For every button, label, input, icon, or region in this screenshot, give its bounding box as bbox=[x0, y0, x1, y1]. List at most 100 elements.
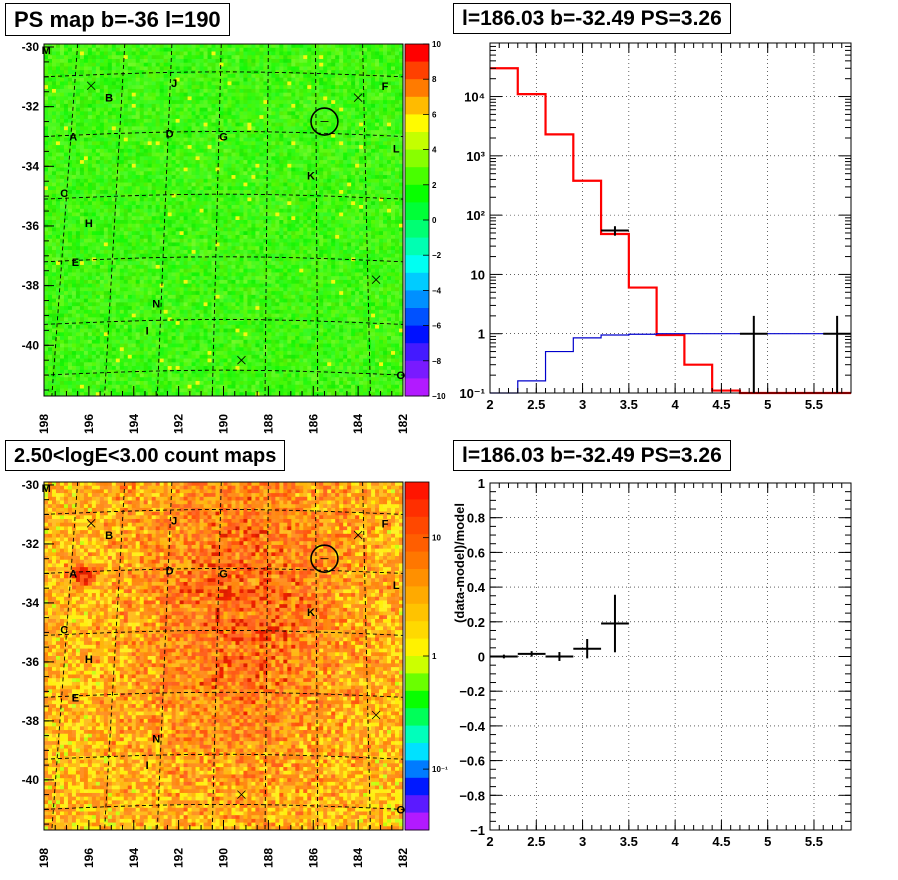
cnt-source-label: K bbox=[307, 607, 315, 619]
spectrum-x-tick-label: 2 bbox=[486, 397, 493, 412]
residual-point bbox=[518, 651, 546, 656]
cnt-source-label: D bbox=[166, 565, 174, 577]
ps-y-tick-label: -38 bbox=[22, 279, 40, 293]
ps-map-pixels bbox=[44, 44, 403, 396]
ps-source-label: K bbox=[307, 170, 315, 182]
cnt-y-tick-label: -32 bbox=[22, 537, 40, 551]
spectrum-y-tick-label: 10⁴ bbox=[464, 90, 485, 105]
cnt-x-tick-label: 194 bbox=[127, 848, 141, 868]
residual-x-tick-label: 5.5 bbox=[805, 834, 823, 849]
residual-x-tick-label: 5 bbox=[764, 834, 771, 849]
ps-colorbar-tick-label: −4 bbox=[432, 286, 442, 295]
cnt-source-label: J bbox=[171, 515, 177, 527]
spectrum-title: l=186.03 b=-32.49 PS=3.26 bbox=[453, 3, 731, 34]
residual-y-tick-label: 0.4 bbox=[467, 580, 486, 595]
cnt-colorbar-tick-label: 10⁻¹ bbox=[432, 765, 448, 774]
spectrum-data-point bbox=[823, 316, 851, 393]
ps-source-label: O bbox=[396, 370, 405, 382]
spectrum-data-point bbox=[740, 316, 768, 393]
ps-source-label: D bbox=[166, 128, 174, 140]
ps-x-tick-label: 192 bbox=[172, 414, 186, 434]
cnt-source-label: L bbox=[393, 580, 400, 592]
residual-x-tick-label: 3.5 bbox=[620, 834, 638, 849]
cnt-y-tick-label: -30 bbox=[22, 478, 40, 492]
cnt-source-label: B bbox=[105, 530, 113, 542]
ps-source-label: C bbox=[60, 188, 68, 200]
cnt-source-label: H bbox=[85, 654, 93, 666]
spectrum-y-tick-label: 10² bbox=[466, 208, 485, 223]
ps-x-tick-label: 184 bbox=[351, 414, 365, 434]
residual-x-tick-label: 4.5 bbox=[712, 834, 730, 849]
ps-y-tick-label: -36 bbox=[22, 219, 40, 233]
cnt-source-label: C bbox=[60, 624, 68, 636]
ps-source-label: B bbox=[105, 93, 113, 105]
ps-y-tick-label: -40 bbox=[22, 338, 40, 352]
ps-x-tick-label: 194 bbox=[127, 414, 141, 434]
ps-colorbar-tick-label: 8 bbox=[432, 75, 437, 84]
ps-colorbar-tick-label: −6 bbox=[432, 322, 442, 331]
ps-source-label: J bbox=[171, 78, 177, 90]
cnt-source-label: G bbox=[219, 568, 228, 580]
cnt-map-pixels bbox=[44, 482, 403, 830]
ps-source-label: N bbox=[152, 299, 160, 311]
spectrum-x-tick-label: 4 bbox=[672, 397, 680, 412]
residual-y-tick-label: 1 bbox=[478, 476, 485, 491]
ps-x-tick-label: 190 bbox=[217, 414, 231, 434]
cnt-y-tick-label: -40 bbox=[22, 773, 40, 787]
ps-y-tick-label: -34 bbox=[22, 159, 40, 173]
residual-y-tick-label: −0.4 bbox=[459, 719, 485, 734]
spectrum-frame bbox=[490, 43, 851, 393]
cnt-y-tick-label: -34 bbox=[22, 596, 40, 610]
residual-grid bbox=[490, 483, 851, 830]
ps-colorbar-tick-label: −8 bbox=[432, 357, 442, 366]
spectrum-y-tick-label: 1 bbox=[478, 327, 485, 342]
residual-y-tick-label: −0.6 bbox=[459, 754, 485, 769]
spectrum-y-tick-label: 10 bbox=[471, 267, 485, 282]
ps-source-label: M bbox=[42, 45, 51, 57]
ps-colorbar-tick-label: −10 bbox=[432, 392, 446, 401]
spectrum-x-tick-label: 3 bbox=[579, 397, 586, 412]
residual-x-tick-label: 2.5 bbox=[527, 834, 545, 849]
residual-x-tick-label: 2 bbox=[486, 834, 493, 849]
cnt-source-label: E bbox=[72, 692, 79, 704]
cnt-x-tick-label: 182 bbox=[396, 848, 410, 868]
residual-y-tick-label: 0.8 bbox=[467, 511, 485, 526]
ps-y-tick-label: -32 bbox=[22, 100, 40, 114]
residual-point bbox=[573, 639, 601, 658]
blue-model-histogram bbox=[490, 334, 851, 393]
residual-title: l=186.03 b=-32.49 PS=3.26 bbox=[453, 440, 731, 471]
spectrum-x-tick-label: 3.5 bbox=[620, 397, 638, 412]
spectrum-x-tick-label: 5 bbox=[764, 397, 771, 412]
residual-y-tick-label: 0.2 bbox=[467, 615, 485, 630]
residual-y-axis-label: (data-model)/model bbox=[452, 503, 467, 623]
cnt-y-tick-label: -36 bbox=[22, 655, 40, 669]
residual-y-tick-label: −1 bbox=[470, 823, 485, 838]
ps-colorbar-tick-label: 6 bbox=[432, 110, 437, 119]
ps-x-tick-label: 196 bbox=[82, 414, 96, 434]
residual-point bbox=[546, 652, 574, 661]
cnt-colorbar-tick-label: 10 bbox=[432, 534, 441, 543]
cnt-x-tick-label: 192 bbox=[172, 848, 186, 868]
cnt-source-label: N bbox=[152, 734, 160, 746]
count-map-title: 2.50<logE<3.00 count maps bbox=[5, 440, 285, 471]
ps-map-title: PS map b=-36 l=190 bbox=[5, 3, 230, 36]
cnt-y-tick-label: -38 bbox=[22, 714, 40, 728]
cnt-source-label: I bbox=[146, 760, 149, 772]
residual-x-tick-label: 3 bbox=[579, 834, 586, 849]
red-model-histogram bbox=[490, 68, 851, 393]
cnt-x-tick-label: 190 bbox=[217, 848, 231, 868]
spectrum-y-tick-label: 10⁻¹ bbox=[459, 386, 485, 401]
residual-x-tick-label: 4 bbox=[672, 834, 680, 849]
ps-x-tick-label: 198 bbox=[37, 414, 51, 434]
ps-y-tick-label: -30 bbox=[22, 40, 40, 54]
ps-source-label: G bbox=[219, 131, 228, 143]
cnt-x-tick-label: 188 bbox=[261, 848, 275, 868]
spectrum-grid bbox=[490, 43, 851, 393]
cnt-x-tick-label: 184 bbox=[351, 848, 365, 868]
ps-source-label: F bbox=[382, 81, 389, 93]
ps-source-label: A bbox=[69, 131, 77, 143]
spectrum-x-tick-label: 5.5 bbox=[805, 397, 823, 412]
